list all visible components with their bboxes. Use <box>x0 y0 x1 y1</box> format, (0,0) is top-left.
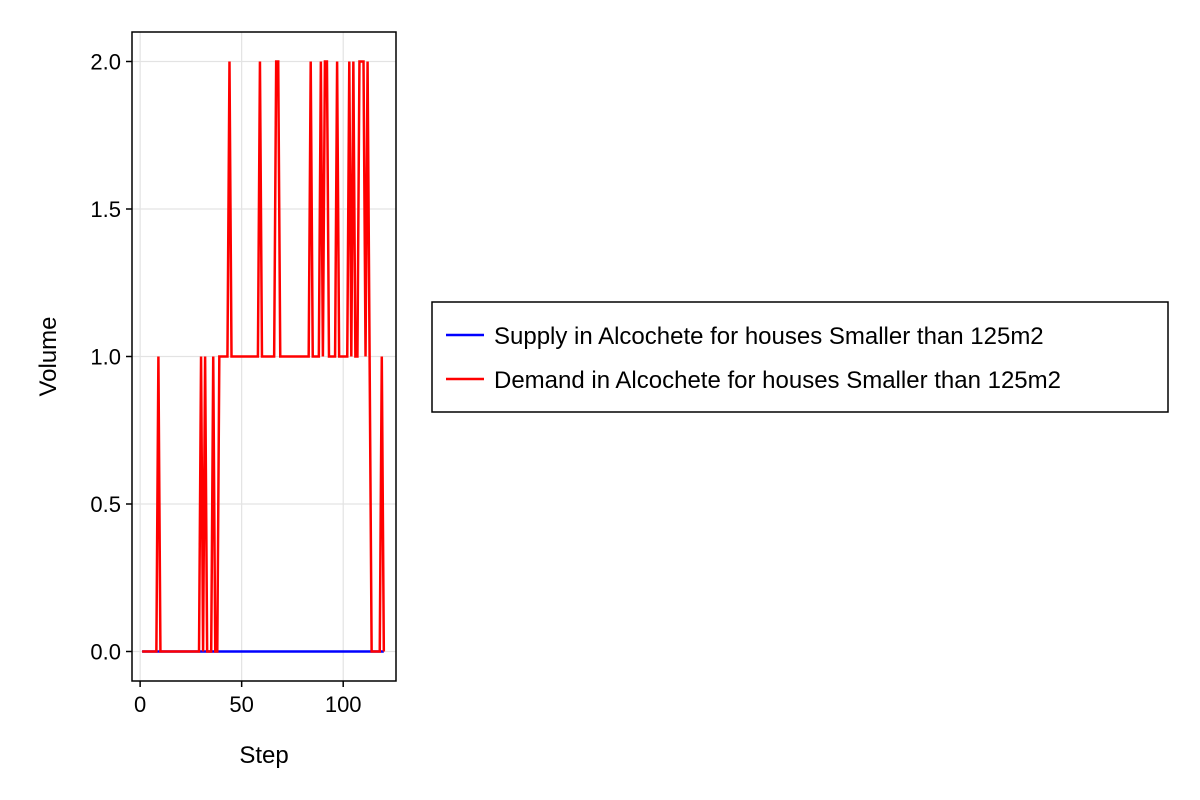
legend-label-supply: Supply in Alcochete for houses Smaller t… <box>494 323 1044 350</box>
y-tick-label-2: 1.0 <box>90 345 121 370</box>
y-tick-label-4: 2.0 <box>90 50 121 75</box>
legend-box <box>431 301 1169 413</box>
axis-ticks: 0 50 100 0.0 0.5 1.0 1.5 2.0 <box>90 50 361 718</box>
y-axis-title: Volume <box>35 316 62 396</box>
x-tick-label-2: 100 <box>325 692 362 717</box>
legend: Supply in Alcochete for houses Smaller t… <box>431 301 1169 413</box>
x-tick-label-1: 50 <box>229 692 253 717</box>
plot-lines <box>142 60 386 653</box>
x-axis-title: Step <box>239 742 288 769</box>
y-tick-label-0: 0.0 <box>90 640 121 665</box>
legend-label-demand: Demand in Alcochete for houses Smaller t… <box>494 367 1061 394</box>
x-tick-label-0: 0 <box>134 692 146 717</box>
y-tick-label-3: 1.5 <box>90 197 121 222</box>
y-tick-label-1: 0.5 <box>90 492 121 517</box>
series-line-1 <box>142 60 386 653</box>
